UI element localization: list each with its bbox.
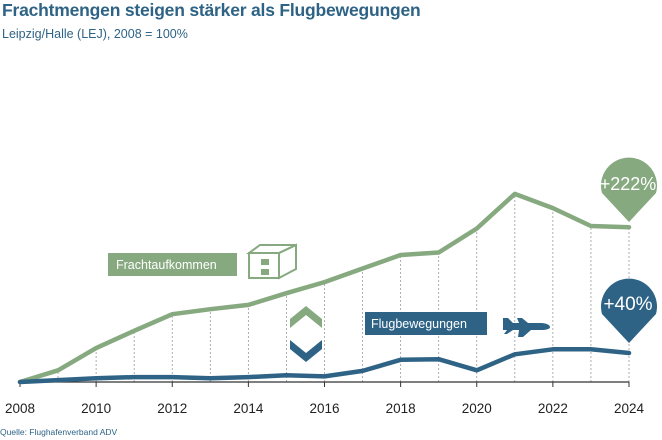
point-fracht-2013 — [208, 307, 212, 311]
point-flug-2014 — [246, 375, 250, 379]
point-fracht-2010 — [94, 346, 98, 350]
point-fracht-2023 — [589, 224, 593, 228]
legend-fracht-bg — [108, 253, 237, 276]
x-tick-label-2008: 2008 — [5, 401, 35, 416]
point-flug-2021 — [513, 352, 517, 356]
point-flug-2010 — [94, 376, 98, 380]
legend-fracht-label: Frachtaufkommen — [116, 258, 217, 272]
series-lines — [17, 191, 632, 385]
point-fracht-2017 — [360, 266, 365, 271]
point-fracht-2020 — [475, 226, 479, 231]
point-flug-2008 — [18, 380, 22, 384]
chevron-down-icon — [290, 340, 322, 362]
point-fracht-2016 — [322, 280, 327, 284]
x-tick-label-2012: 2012 — [157, 401, 187, 416]
point-flug-2013 — [208, 376, 212, 380]
point-fracht-2014 — [246, 303, 250, 307]
point-fracht-2021 — [513, 192, 517, 196]
pin-fracht: +222% — [600, 157, 657, 222]
point-fracht-2019 — [437, 250, 441, 255]
x-tick-label-2020: 2020 — [462, 401, 492, 416]
pin-flug-label: +40% — [603, 294, 652, 315]
point-fracht-2012 — [170, 312, 174, 316]
x-tick-label-2014: 2014 — [233, 401, 264, 416]
chart-subtitle: Leipzig/Halle (LEJ), 2008 = 100% — [2, 27, 188, 41]
x-tick-label-2010: 2010 — [81, 401, 111, 416]
point-flug-2023 — [589, 347, 593, 351]
airplane-icon — [503, 318, 550, 337]
pin-fracht-label: +222% — [600, 174, 657, 194]
point-flug-2024 — [627, 351, 631, 355]
point-flug-2012 — [170, 375, 174, 379]
point-fracht-2015 — [284, 291, 289, 295]
x-tick-label-2018: 2018 — [386, 401, 416, 416]
point-flug-2016 — [322, 374, 327, 379]
package-box-icon — [245, 243, 297, 280]
x-tick-label-2016: 2016 — [309, 401, 339, 416]
vertical-gridlines — [57, 193, 630, 382]
source-note: Quelle: Flughafenverband ADV — [0, 427, 118, 437]
legend-flug-label: Flugbewegungen — [371, 317, 467, 331]
point-fracht-2022 — [551, 206, 555, 210]
pin-flug: +40% — [600, 278, 657, 343]
legend-flug-bg — [365, 312, 487, 335]
point-flug-2017 — [360, 369, 365, 373]
point-flug-2019 — [437, 357, 441, 361]
point-flug-2011 — [132, 375, 136, 379]
point-flug-2009 — [56, 378, 60, 382]
x-tick-label-2024: 2024 — [614, 401, 645, 416]
point-fracht-2009 — [56, 368, 60, 372]
point-flug-2020 — [475, 368, 479, 372]
x-axis-ticks: 2008 2010 2012 2014 2016 2018 2020 2022 2024 — [5, 382, 645, 416]
point-fracht-2011 — [132, 329, 136, 333]
point-fracht-2024 — [627, 225, 631, 229]
point-flug-2015 — [284, 373, 289, 377]
x-tick-label-2022: 2022 — [538, 401, 568, 416]
point-flug-2022 — [551, 347, 555, 351]
point-fracht-2018 — [399, 253, 403, 257]
chart-title: Frachtmengen steigen stärker als Flugbew… — [2, 0, 421, 20]
chevron-up-icon — [290, 306, 322, 328]
point-flug-2018 — [399, 358, 403, 362]
